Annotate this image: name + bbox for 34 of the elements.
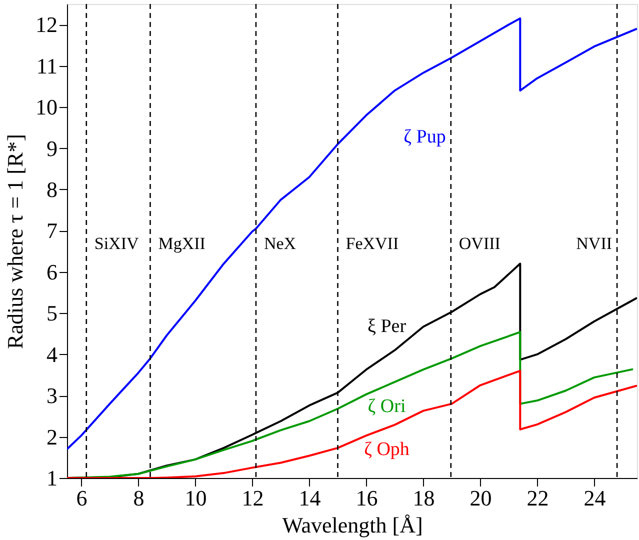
ref-line-label: SiXIV <box>94 234 140 253</box>
ref-line-label: NeX <box>264 234 296 253</box>
ref-line-label: NVII <box>576 234 612 253</box>
x-tick-label: 24 <box>584 486 606 510</box>
y-tick-label: 9 <box>46 136 58 161</box>
y-axis-title: Radius where τ = 1 [R*] <box>2 134 28 349</box>
x-tick-label: 14 <box>298 486 321 510</box>
series-label: ζ Oph <box>364 438 410 460</box>
x-tick-label: 12 <box>242 486 264 510</box>
ref-line-label: FeXVII <box>346 234 399 253</box>
x-tick-label: 16 <box>356 486 378 510</box>
y-tick-label: 8 <box>46 176 58 202</box>
x-tick-label: 18 <box>412 486 435 510</box>
y-tick-label: 12 <box>36 12 58 38</box>
y-tick-label: 10 <box>36 94 58 120</box>
y-tick-label: 2 <box>46 424 58 450</box>
y-tick-label: 11 <box>36 53 58 78</box>
y-tick-label: 6 <box>46 259 58 284</box>
ref-line-label: MgXII <box>158 234 206 253</box>
y-tick-label: 4 <box>46 342 58 367</box>
y-tick-label: 7 <box>46 218 58 244</box>
x-tick-label: 22 <box>526 486 549 510</box>
y-tick-label: 1 <box>46 466 58 490</box>
y-tick-label: 5 <box>46 300 58 326</box>
series-label: ξ Per <box>367 316 407 338</box>
x-tick-label: 8 <box>133 486 144 510</box>
x-axis-title: Wavelength [Å] <box>282 512 423 538</box>
x-tick-label: 10 <box>184 486 207 510</box>
ref-line-label: OVIII <box>458 234 501 253</box>
y-tick-label: 3 <box>46 383 58 408</box>
series-label: ζ Ori <box>368 396 406 417</box>
series-label: ζ Pup <box>404 126 446 148</box>
x-tick-label: 20 <box>470 486 492 510</box>
x-tick-label: 6 <box>76 486 88 510</box>
